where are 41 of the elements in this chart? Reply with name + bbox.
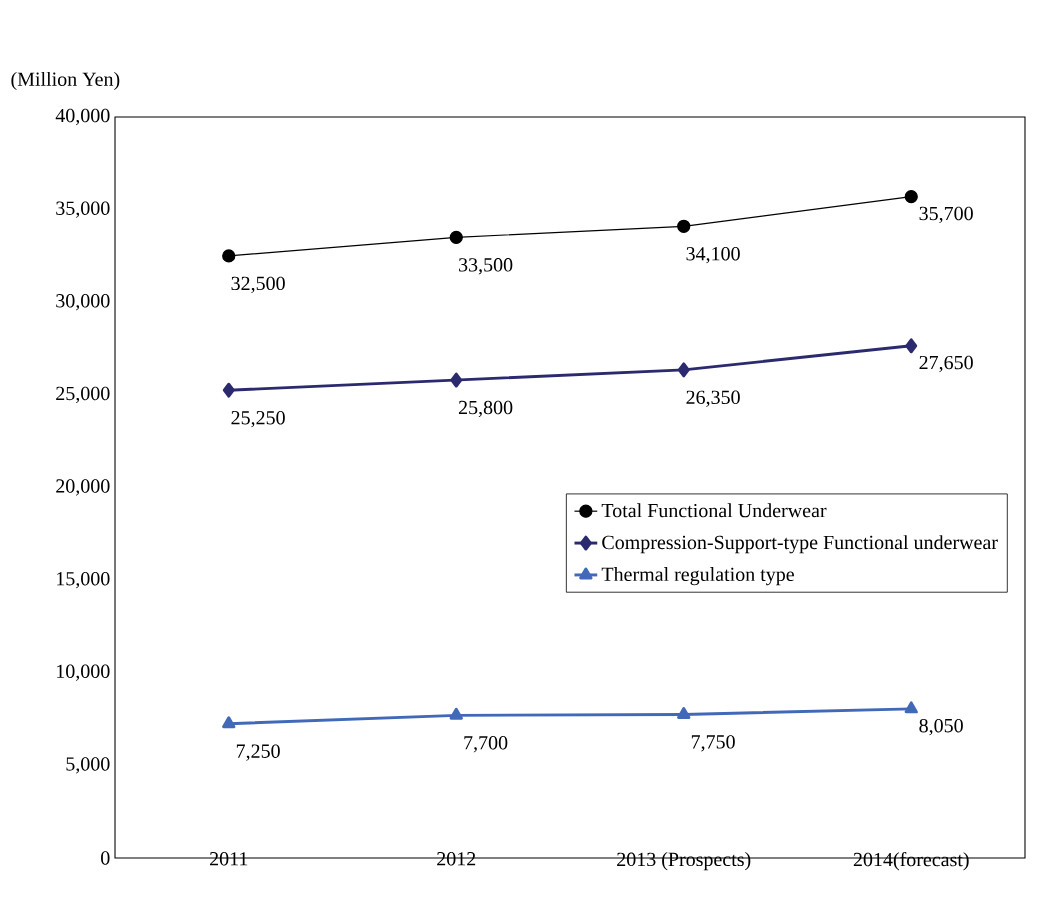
y-tick-label: 10,000 [57,664,110,681]
point [449,230,463,244]
y-tick-label: 30,000 [56,294,110,311]
y-tick-label: 20,000 [56,479,110,496]
point [904,190,918,204]
data-label: 7,250 [236,744,280,761]
legend-label: Thermal regulation type [601,567,794,586]
y-tick-label: 5,000 [66,757,110,774]
point [222,249,236,263]
point [677,706,691,719]
data-label: 25,250 [231,410,285,428]
point [222,716,236,729]
data-label: 8,050 [919,718,963,736]
data-label: 27,650 [919,355,973,373]
data-label: 32,500 [231,276,285,294]
data-label: 34,100 [686,247,740,264]
legend-label: Total Functional Underwear [601,503,827,518]
point [904,701,918,714]
y-tick-label: 40,000 [55,108,110,126]
x-tick-label: 2014(forecast) [853,852,969,871]
point [677,219,691,233]
x-tick-label: 2012 [437,852,476,866]
point [222,382,235,398]
point [449,707,463,720]
y-tick-label: 0 [101,851,110,865]
data-label: 7,750 [691,735,735,752]
x-tick-label: 2013 (Prospects) [617,852,751,871]
x-tick-label: 2011 [210,852,248,866]
legend-label: Compression-Support-type Functional underwear [602,535,998,554]
y-tick-label: 15,000 [57,571,110,589]
y-tick-label: 25,000 [56,386,110,404]
data-label: 25,800 [458,400,513,418]
point [450,372,463,388]
data-label: 35,700 [919,206,973,224]
point [677,362,690,378]
y-tick-label: 35,000 [56,201,110,218]
point [905,338,918,354]
data-label: 33,500 [459,258,513,275]
data-label: 26,350 [686,390,740,407]
y-axis-title: (Million Yen) [11,71,120,91]
data-label: 7,700 [464,736,508,753]
